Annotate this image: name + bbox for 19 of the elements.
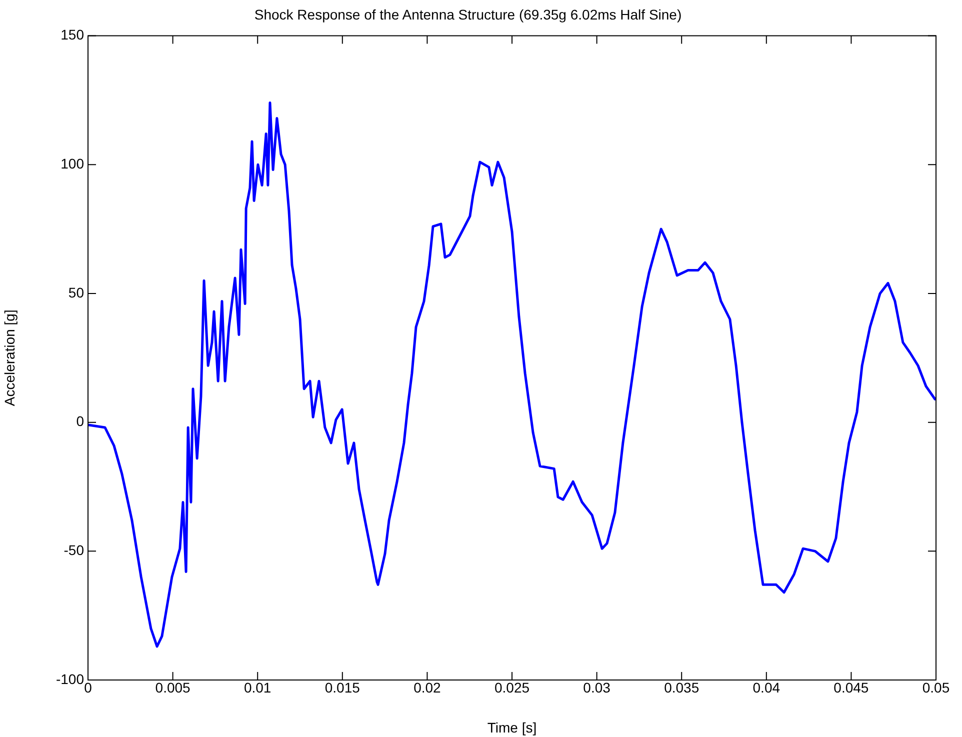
x-tick-label: 0.02	[414, 679, 442, 696]
x-tick-label: 0.005	[155, 679, 191, 696]
y-tick-label: -50	[64, 542, 84, 558]
x-tick-label: 0.035	[664, 679, 700, 696]
x-tick-label: 0.04	[752, 679, 780, 696]
y-axis-title: Acceleration [g]	[1, 310, 18, 406]
y-tick-label: -100	[56, 670, 84, 687]
x-axis-title: Time [s]	[487, 719, 537, 736]
x-tick-label: 0.025	[494, 679, 530, 696]
chart-title: Shock Response of the Antenna Structure (69.35g 6.02ms Half Sine)	[254, 6, 682, 22]
y-tick-label: 150	[60, 26, 84, 43]
y-tick-label: 100	[60, 156, 84, 172]
y-tick-label: 50	[68, 284, 84, 300]
y-tick-label: 0	[76, 413, 84, 430]
x-tick-label: 0.05	[922, 679, 950, 696]
x-tick-label: 0.015	[324, 679, 360, 696]
x-tick-label: 0.045	[834, 679, 869, 696]
x-tick-label: 0.01	[244, 679, 272, 696]
x-tick-label: 0.03	[583, 679, 611, 696]
